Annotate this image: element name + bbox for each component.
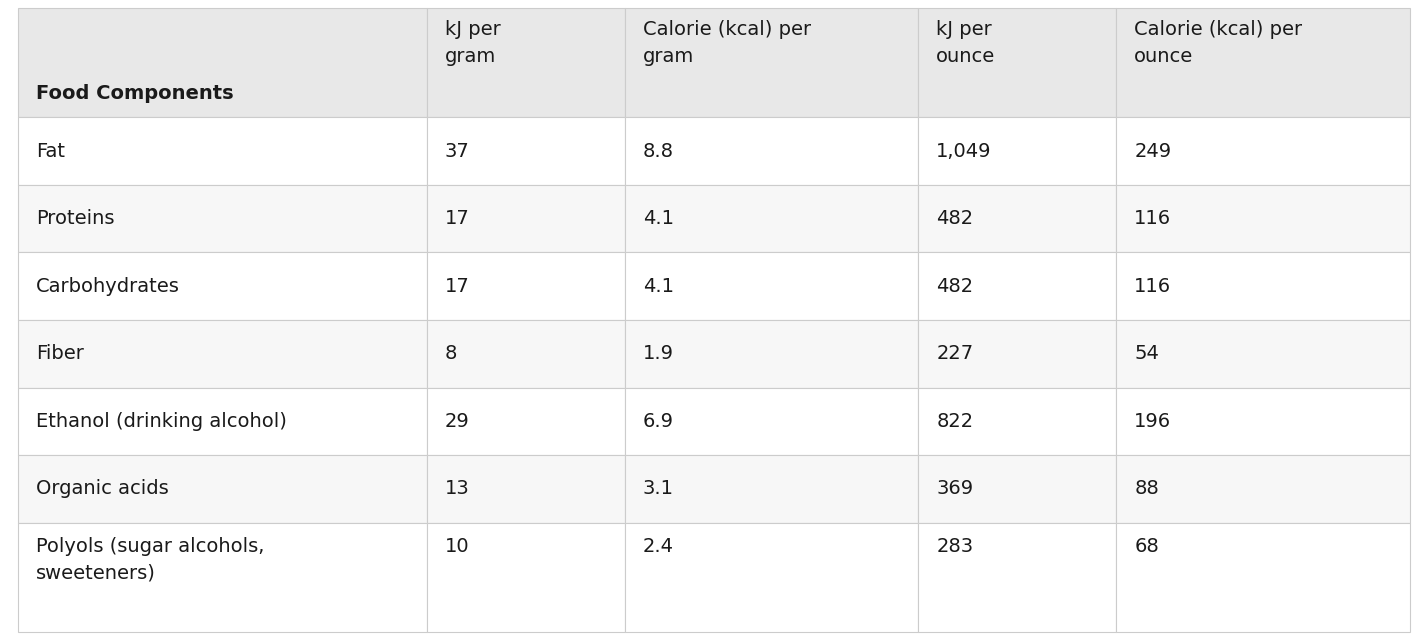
Text: 196: 196 — [1134, 412, 1171, 431]
Text: 482: 482 — [937, 276, 974, 296]
Bar — [1117, 185, 1409, 252]
Text: Fiber: Fiber — [36, 344, 84, 364]
Bar — [19, 455, 427, 523]
Text: 369: 369 — [937, 479, 974, 499]
Text: 1.9: 1.9 — [643, 344, 674, 364]
Bar — [19, 252, 427, 320]
Text: 822: 822 — [937, 412, 974, 431]
Text: 227: 227 — [937, 344, 974, 364]
Bar — [1117, 523, 1409, 632]
Text: kJ per
ounce: kJ per ounce — [937, 20, 995, 65]
Bar — [427, 185, 624, 252]
Bar — [427, 320, 624, 388]
Bar — [918, 320, 1117, 388]
Bar — [624, 320, 918, 388]
Bar — [918, 523, 1117, 632]
Text: 8: 8 — [444, 344, 457, 364]
Bar — [19, 523, 427, 632]
Text: Food Components: Food Components — [36, 84, 234, 103]
Text: 6.9: 6.9 — [643, 412, 674, 431]
Text: 2.4: 2.4 — [643, 537, 674, 556]
Text: 54: 54 — [1134, 344, 1160, 364]
Text: 17: 17 — [444, 276, 470, 296]
Text: 116: 116 — [1134, 209, 1171, 228]
Bar — [624, 8, 918, 117]
Text: 37: 37 — [444, 141, 470, 161]
Text: Organic acids: Organic acids — [36, 479, 169, 499]
Bar — [624, 117, 918, 185]
Bar — [918, 185, 1117, 252]
Bar — [427, 523, 624, 632]
Text: 1,049: 1,049 — [937, 141, 992, 161]
Bar — [19, 185, 427, 252]
Text: 3.1: 3.1 — [643, 479, 674, 499]
Bar — [624, 252, 918, 320]
Bar — [427, 8, 624, 117]
Bar — [918, 455, 1117, 523]
Bar — [624, 185, 918, 252]
Text: Calorie (kcal) per
ounce: Calorie (kcal) per ounce — [1134, 20, 1302, 65]
Bar — [624, 388, 918, 455]
Bar — [918, 388, 1117, 455]
Bar — [427, 117, 624, 185]
Text: Polyols (sugar alcohols,
sweeteners): Polyols (sugar alcohols, sweeteners) — [36, 537, 264, 582]
Text: Proteins: Proteins — [36, 209, 114, 228]
Text: Ethanol (drinking alcohol): Ethanol (drinking alcohol) — [36, 412, 287, 431]
Bar — [19, 320, 427, 388]
Bar — [1117, 320, 1409, 388]
Bar — [918, 8, 1117, 117]
Bar — [1117, 388, 1409, 455]
Text: 8.8: 8.8 — [643, 141, 674, 161]
Bar — [624, 455, 918, 523]
Bar — [19, 388, 427, 455]
Bar — [19, 8, 427, 117]
Bar — [1117, 117, 1409, 185]
Bar — [427, 388, 624, 455]
Text: 68: 68 — [1134, 537, 1160, 556]
Text: 29: 29 — [444, 412, 470, 431]
Text: 249: 249 — [1134, 141, 1171, 161]
Bar — [1117, 252, 1409, 320]
Text: Calorie (kcal) per
gram: Calorie (kcal) per gram — [643, 20, 811, 65]
Text: 88: 88 — [1134, 479, 1160, 499]
Bar — [19, 117, 427, 185]
Text: Carbohydrates: Carbohydrates — [36, 276, 180, 296]
Text: 283: 283 — [937, 537, 974, 556]
Bar — [427, 455, 624, 523]
Text: 4.1: 4.1 — [643, 209, 674, 228]
Bar — [918, 252, 1117, 320]
Bar — [1117, 8, 1409, 117]
Text: Fat: Fat — [36, 141, 66, 161]
Bar — [1117, 455, 1409, 523]
Text: 482: 482 — [937, 209, 974, 228]
Bar — [427, 252, 624, 320]
Text: 13: 13 — [444, 479, 470, 499]
Text: 116: 116 — [1134, 276, 1171, 296]
Bar — [624, 523, 918, 632]
Text: 10: 10 — [444, 537, 470, 556]
Bar — [918, 117, 1117, 185]
Text: 4.1: 4.1 — [643, 276, 674, 296]
Text: kJ per
gram: kJ per gram — [444, 20, 500, 65]
Text: 17: 17 — [444, 209, 470, 228]
